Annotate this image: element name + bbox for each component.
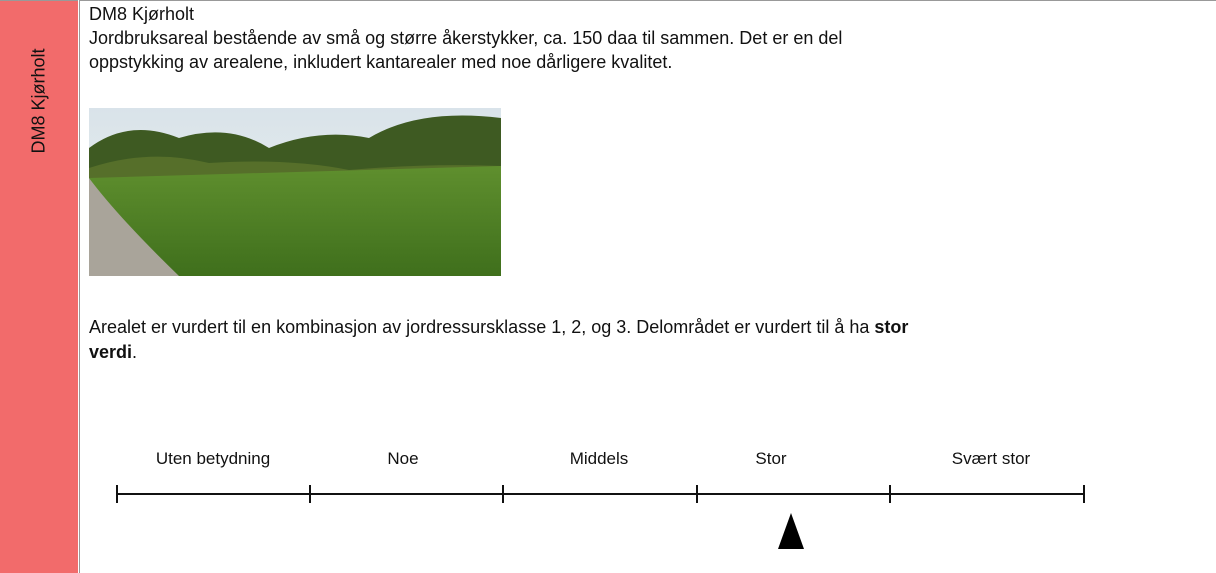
paragraph-line: Jordbruksareal bestående av små og størr… xyxy=(89,28,842,49)
paragraph-line: verdi. xyxy=(89,342,137,363)
bold-text: stor xyxy=(874,317,908,337)
paragraph-line: Arealet er vurdert til en kombinasjon av… xyxy=(89,317,908,338)
photo xyxy=(89,108,501,276)
title: DM8 Kjørholt xyxy=(89,4,194,25)
scale xyxy=(80,471,1216,571)
sidebar: DM8 Kjørholt xyxy=(0,0,78,573)
scale-label: Stor xyxy=(755,449,786,469)
page: DM8 Kjørholt DM8 Kjørholt Jordbruksareal… xyxy=(0,0,1216,572)
content: DM8 Kjørholt Jordbruksareal bestående av… xyxy=(79,0,1216,573)
scale-label: Middels xyxy=(570,449,629,469)
bold-text: verdi xyxy=(89,342,132,362)
scale-label: Noe xyxy=(387,449,418,469)
text: . xyxy=(132,342,137,362)
scale-label: Uten betydning xyxy=(156,449,270,469)
indicator xyxy=(778,513,804,549)
text: Arealet er vurdert til en kombinasjon av… xyxy=(89,317,869,337)
scale-label: Svært stor xyxy=(952,449,1030,469)
sidebar-label: DM8 Kjørholt xyxy=(29,48,50,153)
paragraph-line: oppstykking av arealene, inkludert kanta… xyxy=(89,52,672,73)
